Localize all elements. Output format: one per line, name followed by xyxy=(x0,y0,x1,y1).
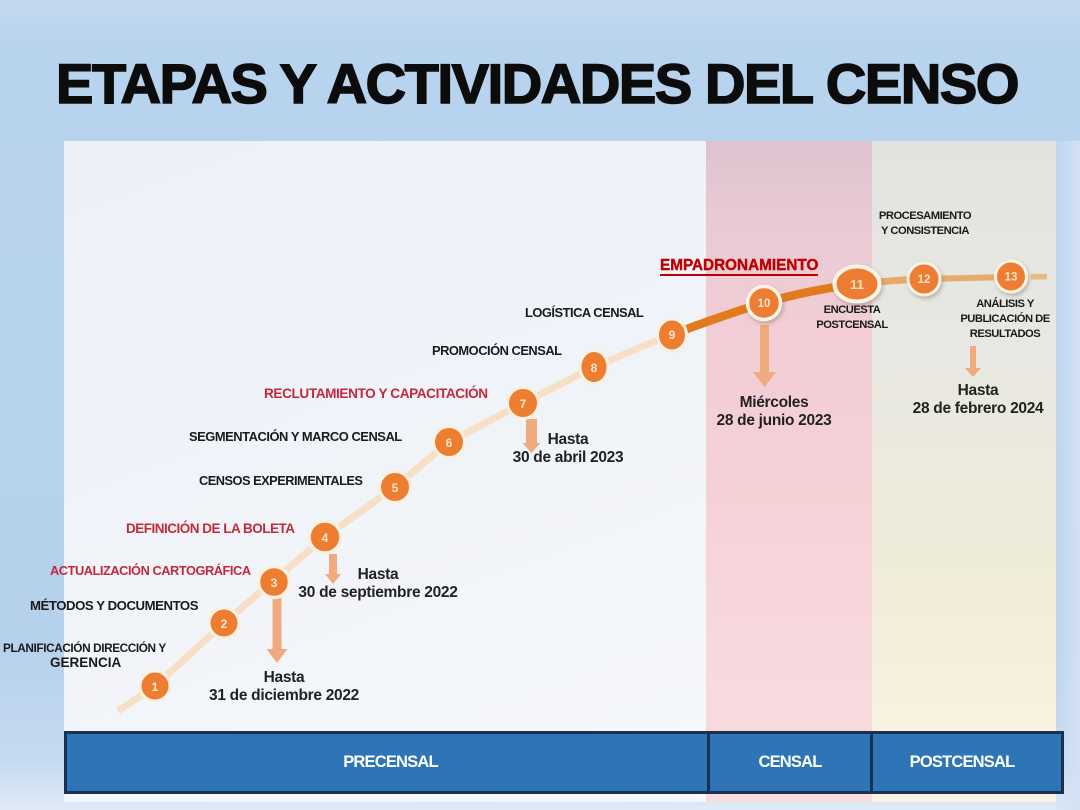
svg-text:3: 3 xyxy=(271,576,278,590)
svg-text:7: 7 xyxy=(520,397,527,411)
svg-text:11: 11 xyxy=(850,277,864,292)
svg-text:10: 10 xyxy=(758,298,771,310)
svg-text:13: 13 xyxy=(1005,272,1018,284)
svg-text:1: 1 xyxy=(152,680,159,694)
svg-text:8: 8 xyxy=(591,361,598,375)
svg-text:9: 9 xyxy=(669,328,676,342)
svg-text:12: 12 xyxy=(918,274,931,286)
svg-text:4: 4 xyxy=(322,531,329,545)
svg-text:2: 2 xyxy=(221,617,228,631)
svg-text:5: 5 xyxy=(392,481,399,495)
svg-text:6: 6 xyxy=(446,436,453,450)
